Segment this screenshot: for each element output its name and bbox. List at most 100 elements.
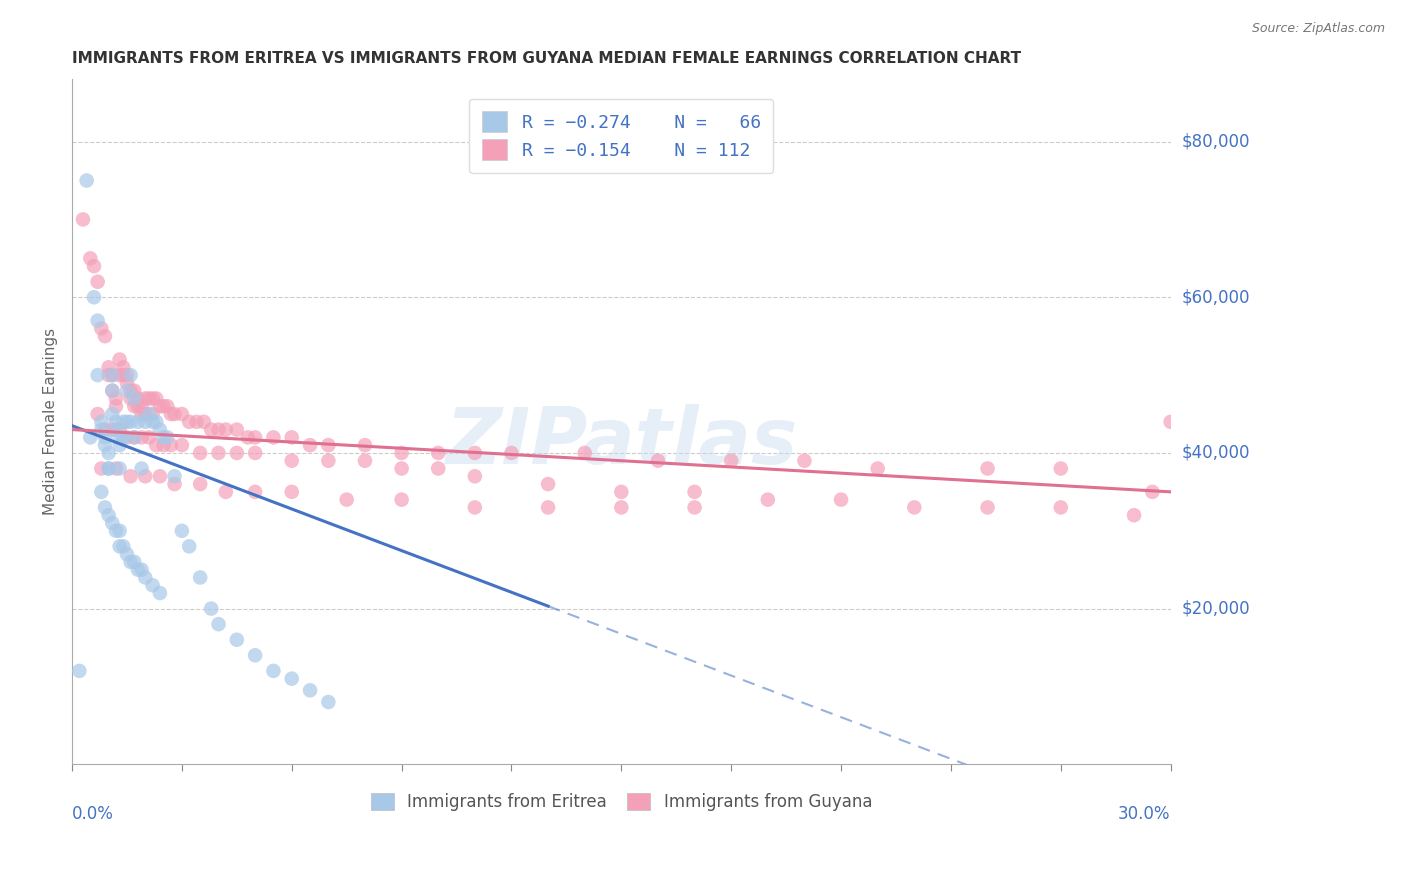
Point [354, 454, 377, 468]
Point [90, 484, 112, 499]
Point [647, 454, 669, 468]
Point [108, 352, 131, 367]
Point [97, 461, 120, 475]
Point [243, 484, 266, 499]
Point [115, 384, 138, 398]
Point [131, 399, 153, 413]
Point [610, 484, 633, 499]
Point [115, 368, 138, 383]
Text: IMMIGRANTS FROM ERITREA VS IMMIGRANTS FROM GUYANA MEDIAN FEMALE EARNINGS CORRELA: IMMIGRANTS FROM ERITREA VS IMMIGRANTS FR… [72, 51, 1021, 66]
Point [142, 407, 165, 421]
Point [94, 438, 117, 452]
Point [976, 461, 998, 475]
Point [163, 477, 186, 491]
Point [1123, 508, 1146, 523]
Point [976, 500, 998, 515]
Point [464, 446, 486, 460]
Point [97, 368, 120, 383]
Point [83, 290, 105, 304]
Point [86, 275, 108, 289]
Point [112, 368, 135, 383]
Point [188, 477, 211, 491]
Point [108, 438, 131, 452]
Point [243, 446, 266, 460]
Point [134, 415, 156, 429]
Point [108, 430, 131, 444]
Point [115, 547, 138, 561]
Point [215, 423, 238, 437]
Point [108, 461, 131, 475]
Point [90, 461, 112, 475]
Text: $60,000: $60,000 [1182, 288, 1250, 306]
Text: Source: ZipAtlas.com: Source: ZipAtlas.com [1251, 22, 1385, 36]
Point [86, 407, 108, 421]
Point [318, 438, 340, 452]
Point [142, 415, 165, 429]
Point [101, 384, 124, 398]
Point [101, 368, 124, 383]
Point [120, 384, 142, 398]
Point [79, 430, 101, 444]
Point [537, 477, 560, 491]
Point [170, 407, 193, 421]
Point [79, 252, 101, 266]
Point [683, 500, 706, 515]
Point [101, 407, 124, 421]
Point [94, 430, 117, 444]
Point [280, 454, 302, 468]
Point [610, 500, 633, 515]
Point [108, 524, 131, 538]
Point [90, 321, 112, 335]
Point [127, 563, 149, 577]
Point [163, 469, 186, 483]
Point [464, 500, 486, 515]
Point [90, 415, 112, 429]
Point [86, 368, 108, 383]
Point [122, 430, 145, 444]
Point [112, 360, 135, 375]
Point [574, 446, 596, 460]
Point [94, 423, 117, 437]
Point [336, 492, 359, 507]
Point [152, 430, 174, 444]
Point [188, 570, 211, 584]
Point [299, 438, 322, 452]
Point [149, 586, 172, 600]
Point [207, 423, 229, 437]
Point [83, 259, 105, 273]
Point [464, 469, 486, 483]
Point [280, 430, 302, 444]
Point [793, 454, 815, 468]
Point [200, 423, 222, 437]
Point [97, 360, 120, 375]
Point [120, 415, 142, 429]
Point [115, 415, 138, 429]
Point [97, 446, 120, 460]
Point [236, 430, 259, 444]
Point [156, 430, 179, 444]
Point [138, 407, 160, 421]
Point [97, 461, 120, 475]
Point [138, 430, 160, 444]
Point [134, 570, 156, 584]
Point [225, 446, 247, 460]
Point [903, 500, 925, 515]
Point [131, 563, 153, 577]
Point [215, 484, 238, 499]
Point [131, 430, 153, 444]
Point [112, 415, 135, 429]
Point [131, 461, 153, 475]
Y-axis label: Median Female Earnings: Median Female Earnings [44, 328, 58, 516]
Point [299, 683, 322, 698]
Point [720, 454, 742, 468]
Point [243, 648, 266, 663]
Point [427, 461, 450, 475]
Point [104, 415, 127, 429]
Point [67, 664, 90, 678]
Point [108, 423, 131, 437]
Point [131, 407, 153, 421]
Point [101, 384, 124, 398]
Point [97, 508, 120, 523]
Point [86, 313, 108, 327]
Point [683, 484, 706, 499]
